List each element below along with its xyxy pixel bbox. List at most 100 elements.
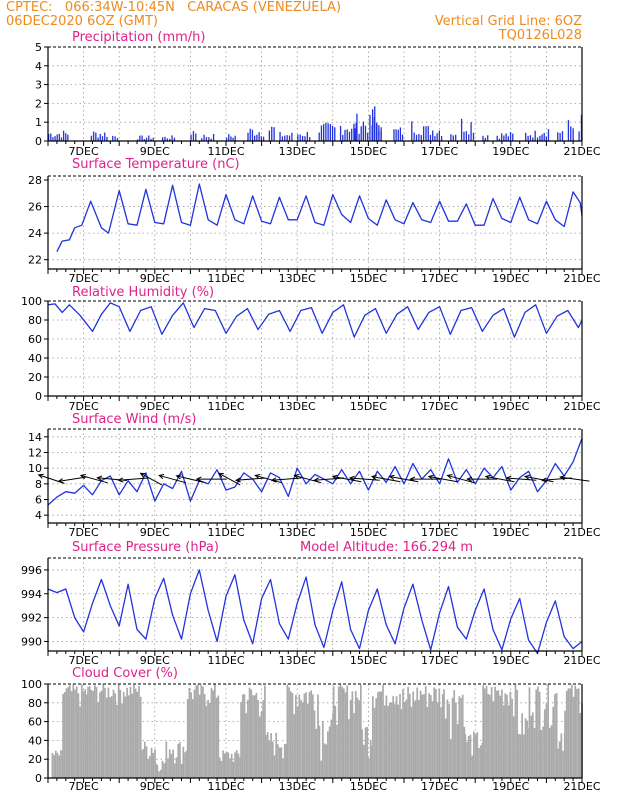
cloud-bar [514,684,517,778]
x-tick-label: 9DEC [140,272,170,285]
precip-bar [228,134,230,141]
cloud-bar [341,686,343,778]
cloud-bar [564,710,566,778]
x-tick-label: 15DEC [350,526,387,539]
precip-bar [95,132,97,141]
cloud-bar [343,688,345,778]
cloud-bar [431,701,434,778]
cloud-bar [402,689,404,778]
cloud-bar [558,741,561,778]
x-tick-label: 19DEC [492,780,529,793]
cloud-bar [317,694,319,778]
x-tick-label: 13DEC [279,145,316,158]
cloud-bar [165,741,168,778]
x-tick-label: 21DEC [563,272,600,285]
x-tick-label: 9DEC [140,780,170,793]
y-tick-label: 28 [28,174,42,187]
cloud-bar [560,733,563,778]
cloud-bar [122,691,125,778]
precip-bar [327,123,329,141]
cloud-bar [99,692,101,778]
cloud-bar [60,750,62,778]
cloud-bar [308,692,311,778]
precip-bar [501,133,503,141]
cloud-bar [185,750,188,778]
cloud-bar [200,684,203,778]
cloud-bar [74,689,76,778]
precip-bar [143,139,145,141]
cloud-bar [577,688,580,778]
precip-bar [397,129,399,141]
cloud-bar [383,705,386,778]
cloud-bar [485,685,488,778]
wind-arrows [37,472,590,486]
wind-arrow-head [139,472,146,478]
cloud-bar [443,689,445,778]
cloud-bar [328,726,331,778]
cloud-bar [354,691,357,778]
cloud-bar [554,694,556,778]
cloud-bar [474,734,477,778]
precip-bar [342,134,344,141]
cloud-bar [567,688,570,778]
cloud-bar [497,690,500,778]
cloud-bar [448,704,450,778]
cloud-bar [75,686,78,778]
precip-bar [256,134,258,141]
header-date: 06DEC2020 6OZ (GMT) [6,14,158,29]
x-tick-label: 11DEC [207,272,244,285]
precip-bar [557,132,559,141]
x-tick-label: 7DEC [69,780,99,793]
cloud-bar [313,710,316,778]
cloud-bar [229,758,231,778]
precip-bar [547,129,550,141]
header-model-id: TQ0126L028 [498,28,582,43]
x-tick-label: 11DEC [207,400,244,413]
y-tick-label: 12 [28,447,42,460]
x-tick-label: 21DEC [563,145,600,158]
precip-bar [415,134,418,141]
cloud-bar [444,718,447,778]
cloud-bar [337,686,340,778]
cloud-bar [552,706,555,778]
cloud-bar [102,684,105,778]
precip-bar [65,133,67,141]
wind-arrow [118,477,149,481]
cloud-bar [471,755,474,778]
precip-bar [148,135,150,141]
precip-bar [572,128,574,141]
cloud-bar [289,691,292,778]
x-tick-label: 13DEC [279,272,316,285]
precip-bar [360,126,362,141]
x-tick-label: 7DEC [69,400,99,413]
cloud-bar [449,739,452,778]
y-tick-label: 26 [28,201,42,214]
x-tick-label: 15DEC [350,654,387,667]
cloud-bar [131,693,134,778]
precip-bar [470,122,472,141]
cloud-bar [303,693,306,778]
precip-bar [309,137,311,141]
cloud-bar [190,692,192,778]
cloud-bar [260,711,263,778]
y-tick-label: 100 [21,295,42,308]
cloud-bar [446,699,449,778]
precip-bar [434,136,436,141]
precip-bar [262,136,265,141]
cloud-bar [501,689,503,778]
x-tick-label: 7DEC [69,526,99,539]
x-tick-label: 21DEC [563,654,600,667]
cloud-bar [351,691,354,778]
precip-bar [536,137,539,141]
cloud-bar [149,755,151,778]
cloud-bar [339,684,342,778]
wind-arrow-head [37,473,44,479]
cloud-bar [112,689,115,778]
cloud-bar [509,691,512,778]
wind-arrow-head [331,474,338,480]
cloud-bar [366,726,369,778]
cloud-bar [278,747,281,778]
cloud-bar [428,693,430,778]
cloud-bar [182,746,185,778]
cloud-bar [124,696,127,778]
